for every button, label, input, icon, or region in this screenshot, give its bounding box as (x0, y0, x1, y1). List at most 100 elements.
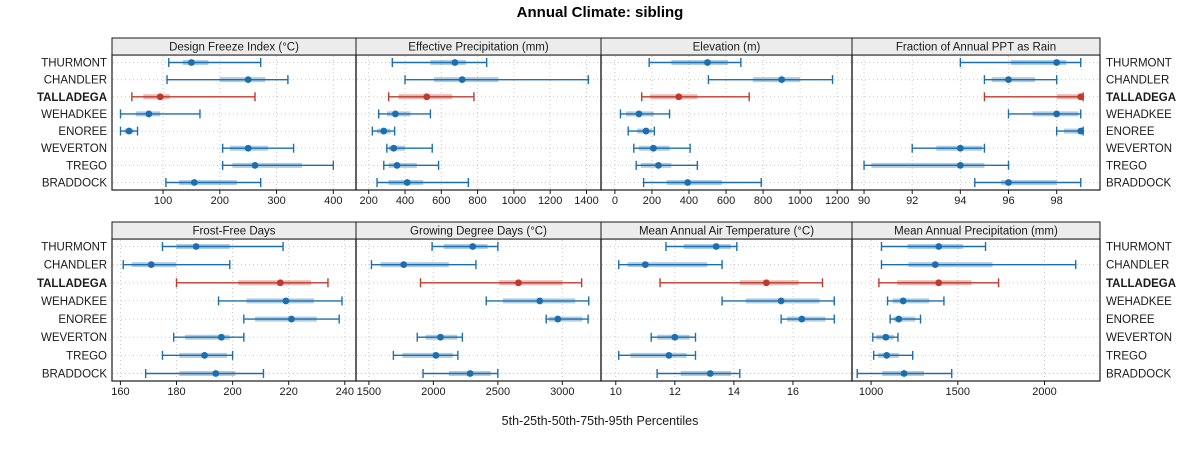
x-axis-label: 5th-25th-50th-75th-95th Percentiles (501, 414, 699, 428)
median-dot (251, 161, 259, 169)
site-label-right: WEVERTON (1106, 143, 1172, 155)
median-dot (675, 93, 683, 101)
panel-border (851, 54, 1101, 191)
panel-strip-title: Mean Annual Air Temperature (°C) (639, 226, 814, 238)
median-dot (515, 279, 522, 287)
axis-tick-label: 1200 (538, 195, 562, 207)
site-label-right: THURMONT (1106, 58, 1172, 70)
axis-tick-label: 94 (954, 195, 966, 207)
panel-strip-title: Fraction of Annual PPT as Rain (896, 42, 1056, 54)
panel-border (851, 238, 1101, 382)
axis-tick-label: 600 (432, 195, 450, 207)
axis-tick-label: 400 (324, 195, 342, 207)
median-dot (147, 261, 155, 269)
axis-tick-label: 220 (280, 386, 298, 398)
median-dot (244, 144, 252, 152)
axis-tick-label: 600 (717, 195, 735, 207)
median-dot (125, 127, 133, 135)
median-dot (935, 243, 943, 250)
median-dot (883, 351, 891, 359)
axis-tick-label: 1500 (946, 386, 970, 398)
site-label-right: WEVERTON (1106, 332, 1172, 344)
median-dot (1077, 127, 1085, 135)
median-dot (458, 76, 466, 84)
site-label-left: ENOREE (58, 126, 107, 138)
median-dot (192, 243, 200, 250)
site-label-left: ENOREE (58, 314, 107, 326)
median-dot (684, 179, 692, 186)
median-dot (393, 161, 401, 169)
axis-tick-label: 1400 (574, 195, 598, 207)
panel-strip-title: Design Freeze Index (°C) (169, 42, 299, 54)
axis-tick-label: 14 (728, 386, 740, 398)
median-dot (1053, 110, 1061, 118)
site-label-left: THURMONT (41, 58, 107, 70)
site-label-right: BRADDOCK (1106, 369, 1172, 381)
panel-strip-title: Mean Annual Precipitation (mm) (894, 226, 1058, 238)
median-dot (217, 333, 225, 341)
median-dot (899, 297, 907, 305)
median-dot (276, 279, 284, 287)
site-label-left: WEVERTON (41, 332, 107, 344)
site-label-left: TALLADEGA (37, 278, 107, 290)
site-label-right: THURMONT (1106, 242, 1172, 254)
axis-tick-label: 2000 (1032, 386, 1056, 398)
site-label-right: TREGO (1106, 350, 1147, 362)
median-dot (655, 161, 662, 169)
median-dot (554, 315, 562, 323)
median-dot (704, 59, 711, 66)
median-dot (145, 110, 153, 118)
median-dot (1005, 76, 1012, 84)
site-label-right: ENOREE (1106, 314, 1155, 326)
median-dot (935, 279, 943, 287)
median-dot (201, 351, 208, 359)
median-dot (380, 127, 388, 135)
axis-tick-label: 1000 (788, 195, 812, 207)
axis-tick-label: 2500 (486, 386, 510, 398)
median-dot (469, 243, 477, 250)
axis-tick-label: 400 (680, 195, 698, 207)
median-dot (900, 370, 908, 377)
site-label-right: ENOREE (1106, 126, 1155, 138)
site-label-right: WEHADKEE (1106, 296, 1172, 308)
median-dot (432, 351, 440, 359)
axis-tick-label: 160 (111, 386, 129, 398)
axis-tick-label: 1000 (859, 386, 883, 398)
axis-tick-label: 0 (612, 195, 618, 207)
site-label-left: WEHADKEE (41, 109, 107, 121)
panel-strip-title: Frost-Free Days (192, 226, 275, 238)
median-dot (635, 110, 643, 118)
median-dot (400, 261, 408, 269)
median-dot (190, 179, 198, 186)
axis-tick-label: 10 (610, 386, 622, 398)
panel-border (600, 238, 853, 382)
panel-strip-title: Effective Precipitation (mm) (408, 42, 549, 54)
median-dot (1077, 93, 1085, 101)
median-dot (798, 315, 806, 323)
site-label-left: WEHADKEE (41, 296, 107, 308)
median-dot (451, 59, 459, 66)
site-label-right: TREGO (1106, 160, 1147, 172)
site-label-right: WEHADKEE (1106, 109, 1172, 121)
axis-tick-label: 16 (787, 386, 799, 398)
median-dot (882, 333, 890, 341)
median-dot (403, 179, 411, 186)
axis-tick-label: 12 (669, 386, 681, 398)
median-dot (671, 333, 679, 341)
axis-tick-label: 800 (468, 195, 486, 207)
median-dot (1005, 179, 1012, 186)
median-dot (423, 93, 431, 101)
panel-strip (851, 37, 1101, 56)
axis-tick-label: 200 (643, 195, 661, 207)
axis-tick-label: 400 (396, 195, 414, 207)
median-dot (956, 144, 964, 152)
site-label-left: BRADDOCK (42, 178, 108, 190)
axis-tick-label: 200 (360, 195, 378, 207)
median-dot (706, 370, 714, 377)
panel-border (111, 54, 357, 191)
median-dot (156, 93, 164, 101)
median-dot (762, 279, 770, 287)
axis-tick-label: 200 (223, 386, 241, 398)
